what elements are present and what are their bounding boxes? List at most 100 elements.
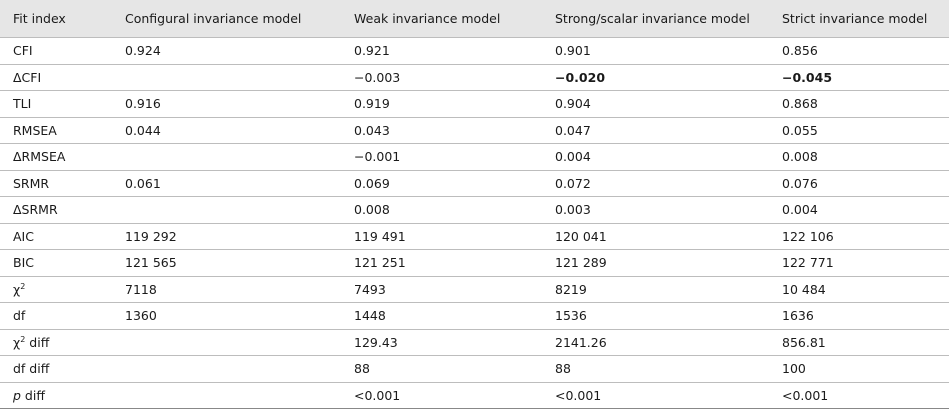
- row-label: p diff: [0, 381, 125, 409]
- cell-value: 88: [354, 361, 370, 377]
- cell-value: 7118: [125, 281, 157, 297]
- cell-value: <0.001: [354, 387, 401, 403]
- cell-value: 120 041: [555, 228, 607, 244]
- cell-value: 1448: [354, 308, 386, 324]
- value-cell: 0.008: [782, 143, 949, 170]
- value-cell: 0.868: [782, 90, 949, 117]
- cell-value: 0.047: [555, 122, 591, 138]
- cell-value: −0.045: [782, 69, 833, 85]
- table-row: p diff <0.001 <0.001 <0.001: [0, 381, 949, 409]
- cell-value: 0.904: [555, 96, 591, 112]
- label-part: p: [13, 387, 21, 403]
- value-cell: 120 041: [555, 222, 782, 250]
- fit-table: Fit index Configural invariance model Weak…: [0, 0, 949, 409]
- label-part: diff: [20, 387, 45, 403]
- header-cell: Fit index: [0, 0, 125, 38]
- value-cell: 129.43: [354, 328, 555, 356]
- label-part: 2: [20, 334, 26, 344]
- row-label: ΔCFI: [0, 63, 125, 91]
- value-cell: 0.901: [555, 37, 782, 64]
- value-cell: 0.008: [354, 196, 555, 223]
- value-cell: 0.003: [555, 196, 782, 223]
- label-part: df: [13, 308, 26, 324]
- cell-value: 8219: [555, 281, 587, 297]
- value-cell: 88: [555, 355, 782, 382]
- cell-value: 0.044: [125, 122, 161, 138]
- cell-value: 0.061: [125, 175, 161, 191]
- cell-value: 10 484: [782, 281, 826, 297]
- label-part: χ: [13, 334, 21, 350]
- value-cell: 1448: [354, 302, 555, 329]
- row-label: χ2 diff: [0, 328, 125, 356]
- header-cell: Strong/scalar invariance model: [555, 0, 782, 38]
- header-cell: Configural invariance model: [125, 0, 354, 38]
- table-row: AIC 119 292 119 491 120 041 122 106: [0, 222, 949, 250]
- value-cell: 0.069: [354, 169, 555, 197]
- value-cell: −0.020: [555, 63, 782, 91]
- value-cell: 1536: [555, 302, 782, 329]
- table-row: TLI 0.916 0.919 0.904 0.868: [0, 90, 949, 117]
- cell-value: 0.868: [782, 96, 818, 112]
- table-row: RMSEA 0.044 0.043 0.047 0.055: [0, 116, 949, 144]
- cell-value: 856.81: [782, 334, 826, 350]
- cell-value: 0.008: [782, 149, 818, 165]
- cell-value: 122 771: [782, 255, 834, 271]
- value-cell: 119 491: [354, 222, 555, 250]
- value-cell: 0.916: [125, 90, 354, 117]
- cell-value: 0.916: [125, 96, 161, 112]
- value-cell: 122 106: [782, 222, 949, 250]
- label-part: ΔSRMR: [13, 202, 58, 218]
- label-part: diff: [25, 334, 50, 350]
- value-cell: [125, 143, 354, 170]
- cell-value: −0.020: [555, 69, 606, 85]
- label-part: BIC: [13, 255, 34, 271]
- cell-value: 122 106: [782, 228, 834, 244]
- label-part: TLI: [13, 96, 32, 112]
- label-part: df diff: [13, 361, 50, 377]
- value-cell: 0.047: [555, 116, 782, 144]
- table-row: ΔRMSEA −0.001 0.004 0.008: [0, 143, 949, 170]
- value-cell: 0.055: [782, 116, 949, 144]
- cell-value: 121 289: [555, 255, 607, 271]
- row-label: CFI: [0, 37, 125, 64]
- value-cell: 1360: [125, 302, 354, 329]
- cell-value: 0.004: [782, 202, 818, 218]
- cell-value: 0.924: [125, 43, 161, 59]
- cell-value: 0.072: [555, 175, 591, 191]
- cell-value: 0.921: [354, 43, 390, 59]
- cell-value: 121 565: [125, 255, 177, 271]
- cell-value: 0.043: [354, 122, 390, 138]
- value-cell: 88: [354, 355, 555, 382]
- cell-value: 0.919: [354, 96, 390, 112]
- value-cell: 0.061: [125, 169, 354, 197]
- label-part: χ: [13, 281, 21, 297]
- value-cell: [125, 196, 354, 223]
- value-cell: <0.001: [555, 381, 782, 409]
- cell-value: 121 251: [354, 255, 406, 271]
- cell-value: 0.069: [354, 175, 390, 191]
- cell-value: 119 292: [125, 228, 177, 244]
- table-row: ΔSRMR 0.008 0.003 0.004: [0, 196, 949, 223]
- value-cell: 856.81: [782, 328, 949, 356]
- value-cell: 0.004: [555, 143, 782, 170]
- table-row: χ2 7118 7493 8219 10 484: [0, 275, 949, 303]
- value-cell: 0.076: [782, 169, 949, 197]
- label-part: SRMR: [13, 175, 50, 191]
- value-cell: 0.856: [782, 37, 949, 64]
- table-row: ΔCFI −0.003 −0.020 −0.045: [0, 63, 949, 91]
- value-cell: 0.904: [555, 90, 782, 117]
- table-body: CFI 0.924 0.921 0.901 0.856 ΔCFI −0.003 −0.020 −…: [0, 37, 949, 409]
- cell-value: 0.076: [782, 175, 818, 191]
- cell-value: 0.004: [555, 149, 591, 165]
- value-cell: [125, 63, 354, 91]
- cell-value: −0.003: [354, 69, 401, 85]
- value-cell: 1636: [782, 302, 949, 329]
- cell-value: <0.001: [782, 387, 829, 403]
- value-cell: 122 771: [782, 249, 949, 276]
- row-label: TLI: [0, 90, 125, 117]
- value-cell: 0.043: [354, 116, 555, 144]
- table-row: df diff 88 88 100: [0, 355, 949, 382]
- cell-value: 7493: [354, 281, 386, 297]
- value-cell: −0.003: [354, 63, 555, 91]
- value-cell: 0.919: [354, 90, 555, 117]
